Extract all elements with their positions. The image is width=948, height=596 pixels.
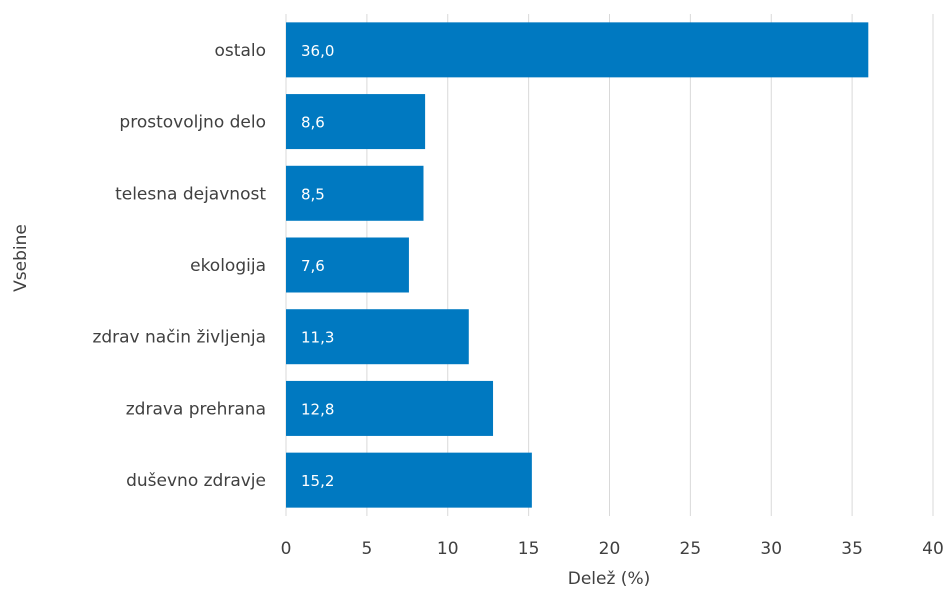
bar [286, 22, 869, 78]
x-tick-labels: 0 5 10 15 20 25 30 35 40 [281, 539, 944, 559]
data-label: 15,2 [301, 472, 334, 490]
category-label: zdrav način življenja [92, 328, 266, 348]
data-label: 8,6 [301, 114, 325, 132]
category-label: duševno zdravje [126, 471, 266, 491]
data-label: 36,0 [301, 42, 334, 60]
category-label: ostalo [215, 41, 266, 61]
category-label: prostovoljno delo [119, 113, 266, 133]
category-labels: ostalo prostovoljno delo telesna dejavnost… [92, 41, 266, 491]
data-label: 12,8 [301, 400, 334, 418]
x-tick-label: 20 [599, 539, 621, 559]
x-tick-label: 5 [361, 539, 372, 559]
x-tick-label: 10 [437, 539, 459, 559]
bar [286, 165, 424, 221]
x-tick-label: 35 [841, 539, 863, 559]
x-tick-label: 15 [518, 539, 540, 559]
bar [286, 452, 532, 508]
x-tick-label: 25 [680, 539, 702, 559]
data-label: 8,5 [301, 185, 325, 203]
category-label: telesna dejavnost [115, 184, 266, 204]
x-tick-label: 30 [760, 539, 782, 559]
x-tick-label: 40 [922, 539, 944, 559]
category-label: ekologija [190, 256, 266, 276]
bar [286, 94, 426, 150]
category-label: zdrava prehrana [126, 399, 266, 419]
y-axis-title: Vsebine [11, 224, 31, 292]
x-axis-title: Delež (%) [568, 569, 650, 589]
bar-layer: 36,0 8,6 8,5 7,6 11,3 12,8 15,2 [286, 22, 869, 508]
data-label: 11,3 [301, 329, 334, 347]
bar [286, 237, 409, 293]
bar [286, 309, 469, 365]
data-label: 7,6 [301, 257, 325, 275]
bar [286, 380, 494, 436]
x-tick-label: 0 [281, 539, 292, 559]
